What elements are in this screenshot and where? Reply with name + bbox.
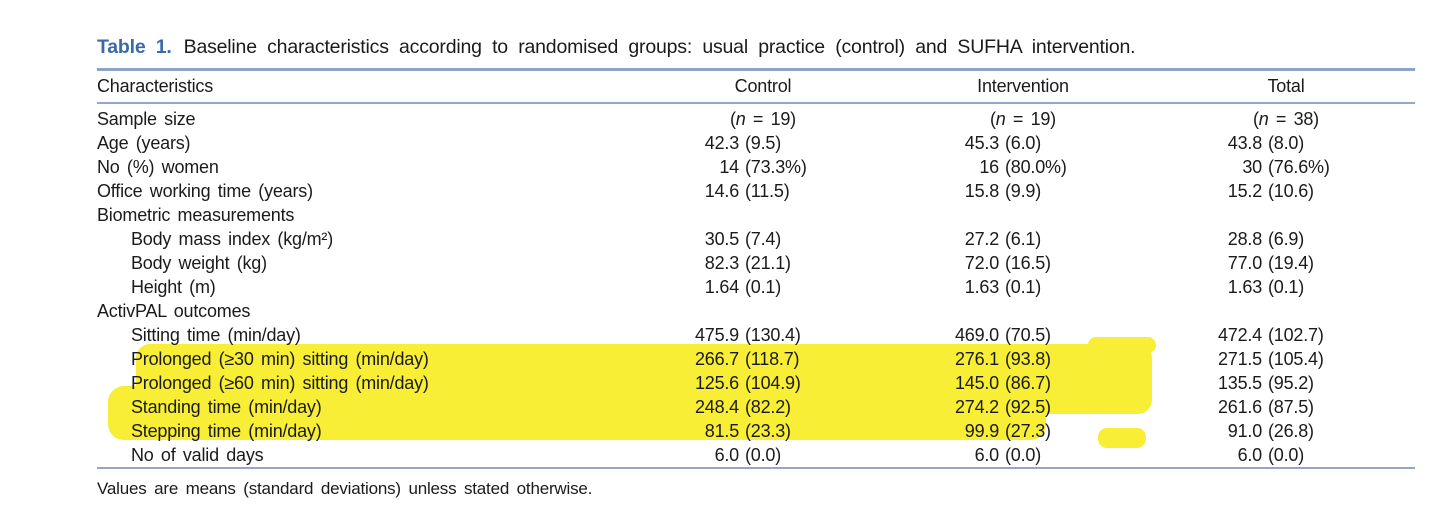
table-section-row: Biometric measurements <box>97 203 1415 227</box>
cell-intervention: 45.3 (6.0) <box>964 133 1042 153</box>
table-figure: Table 1. Baseline characteristics accordi… <box>97 34 1415 500</box>
cell-control <box>637 299 889 323</box>
cell-total: 15.2 (10.6) <box>1227 181 1314 201</box>
cell-total: 472.4 (102.7) <box>1217 325 1324 345</box>
cell-intervention: 27.2 (6.1) <box>964 229 1042 249</box>
table-row: No of valid days 6.0 (0.0) 6.0 (0.0) 6.0 (0.0) <box>97 443 1415 467</box>
column-header-intervention: Intervention <box>977 76 1069 96</box>
highlighter-mark <box>108 386 1046 440</box>
cell-intervention: 274.2 (92.5) <box>954 397 1051 417</box>
cell-control: 14.6 (11.5) <box>704 181 790 201</box>
table-footnote: Values are means (standard deviations) u… <box>97 479 593 498</box>
row-label: Stepping time (min/day) <box>131 421 322 441</box>
cell-intervention: 99.9 (27.3) <box>964 421 1051 441</box>
row-label: Sitting time (min/day) <box>131 325 301 345</box>
table-body: Sample size (n = 19) (n = 19) (n = 38) Age (… <box>97 104 1415 469</box>
table-header-row: Characteristics Control Intervention Tot… <box>97 68 1415 104</box>
table-row: Standing time (min/day) 248.4 (82.2) 274.2(… <box>97 395 1415 419</box>
cell-intervention: 72.0 (16.5) <box>964 253 1051 273</box>
cell-control: 248.4 (82.2) <box>694 397 791 417</box>
table-row: Stepping time (min/day) 81.5 (23.3) 99.9 (27… <box>97 419 1415 443</box>
row-label: Biometric measurements <box>97 205 295 225</box>
cell-intervention: 469.0 (70.5) <box>954 325 1051 345</box>
table-row: Prolonged (≥60 min) sitting (min/day) 125… <box>97 371 1415 395</box>
table-section-row: ActivPAL outcomes <box>97 299 1415 323</box>
cell-control: 266.7 (118.7) <box>694 349 800 369</box>
table-row: No (%) women 14 (73.3%) 16 (80.0%) 30 (76.6%) <box>97 155 1415 179</box>
row-label: ActivPAL outcomes <box>97 301 251 321</box>
table-row: Sample size (n = 19) (n = 19) (n = 38) <box>97 107 1415 131</box>
cell-total: 135.5 (95.2) <box>1217 373 1314 393</box>
row-label: Body weight (kg) <box>131 253 267 273</box>
cell-total: (n = 38) <box>1253 109 1319 129</box>
highlighter-mark <box>1098 428 1146 448</box>
cell-intervention: (n = 19) <box>990 109 1056 129</box>
cell-control: 42.3 (9.5) <box>704 133 782 153</box>
cell-intervention: 145.0 (86.7) <box>954 373 1051 393</box>
cell-intervention: 15.8 (9.9) <box>964 181 1042 201</box>
row-label: Office working time (years) <box>97 181 313 201</box>
cell-total: 30 (76.6%) <box>1242 157 1330 177</box>
table-row: Body weight (kg) 82.3 (21.1) 72.0 (16.5) 77.0… <box>97 251 1415 275</box>
table-row: Office working time (years) 14.6 (11.5) 15.… <box>97 179 1415 203</box>
cell-control: 1.64 (0.1) <box>704 277 782 297</box>
table-row: Sitting time (min/day) 475.9 (130.4) 469.0(… <box>97 323 1415 347</box>
row-label: Sample size <box>97 109 196 129</box>
cell-total: 6.0 (0.0) <box>1237 445 1305 465</box>
cell-control: 475.9 (130.4) <box>694 325 801 345</box>
column-header-total: Total <box>1267 76 1305 96</box>
row-label: Height (m) <box>131 277 216 297</box>
row-label: No of valid days <box>131 445 264 465</box>
cell-intervention: 1.63 (0.1) <box>964 277 1042 297</box>
cell-total: 261.6 (87.5) <box>1217 397 1314 417</box>
cell-control: 81.5 (23.3) <box>704 421 791 441</box>
table-row: Height (m) 1.64 (0.1) 1.63 (0.1) 1.63 (0.1) <box>97 275 1415 299</box>
cell-intervention <box>889 203 1157 227</box>
row-label: Age (years) <box>97 133 191 153</box>
cell-control: (n = 19) <box>730 109 796 129</box>
highlighter-mark <box>1088 337 1156 353</box>
table-caption-label: Table 1. <box>97 36 172 58</box>
cell-total: 43.8 (8.0) <box>1227 133 1305 153</box>
row-label: Body mass index (kg/m²) <box>131 229 334 249</box>
cell-total: 28.8 (6.9) <box>1227 229 1305 249</box>
table-caption: Table 1. Baseline characteristics accordi… <box>97 34 1415 60</box>
cell-total: 77.0 (19.4) <box>1227 253 1314 273</box>
cell-total: 91.0 (26.8) <box>1227 421 1314 441</box>
cell-control: 30.5 (7.4) <box>704 229 782 249</box>
row-label: No (%) women <box>97 157 219 177</box>
cell-control: 125.6 (104.9) <box>694 373 801 393</box>
row-label: Standing time (min/day) <box>131 397 322 417</box>
cell-intervention: 16 (80.0%) <box>979 157 1067 177</box>
table-caption-text: Baseline characteristics according to ra… <box>183 36 1136 58</box>
cell-intervention <box>889 299 1157 323</box>
row-label: Prolonged (≥60 min) sitting (min/day) <box>131 373 429 393</box>
row-label: Prolonged (≥30 min) sitting (min/day) <box>131 349 429 369</box>
column-header-characteristics: Characteristics <box>97 76 214 96</box>
table-row: Age (years) 42.3 (9.5) 45.3 (6.0) 43.8 (8.0) <box>97 131 1415 155</box>
table-row: Prolonged (≥30 min) sitting (min/day) 266… <box>97 347 1415 371</box>
cell-total <box>1157 299 1415 323</box>
cell-total <box>1157 203 1415 227</box>
column-header-control: Control <box>734 76 792 96</box>
cell-intervention: 276.1 (93.8) <box>954 349 1051 369</box>
cell-total: 271.5 (105.4) <box>1217 349 1324 369</box>
cell-control: 6.0 (0.0) <box>714 445 782 465</box>
table-row: Body mass index (kg/m²) 30.5 (7.4) 27.2 (6.1… <box>97 227 1415 251</box>
cell-control: 14 (73.3%) <box>719 157 807 177</box>
cell-total: 1.63 (0.1) <box>1227 277 1305 297</box>
cell-control <box>637 203 889 227</box>
cell-intervention: 6.0 (0.0) <box>974 445 1042 465</box>
cell-control: 82.3 (21.1) <box>704 253 791 273</box>
